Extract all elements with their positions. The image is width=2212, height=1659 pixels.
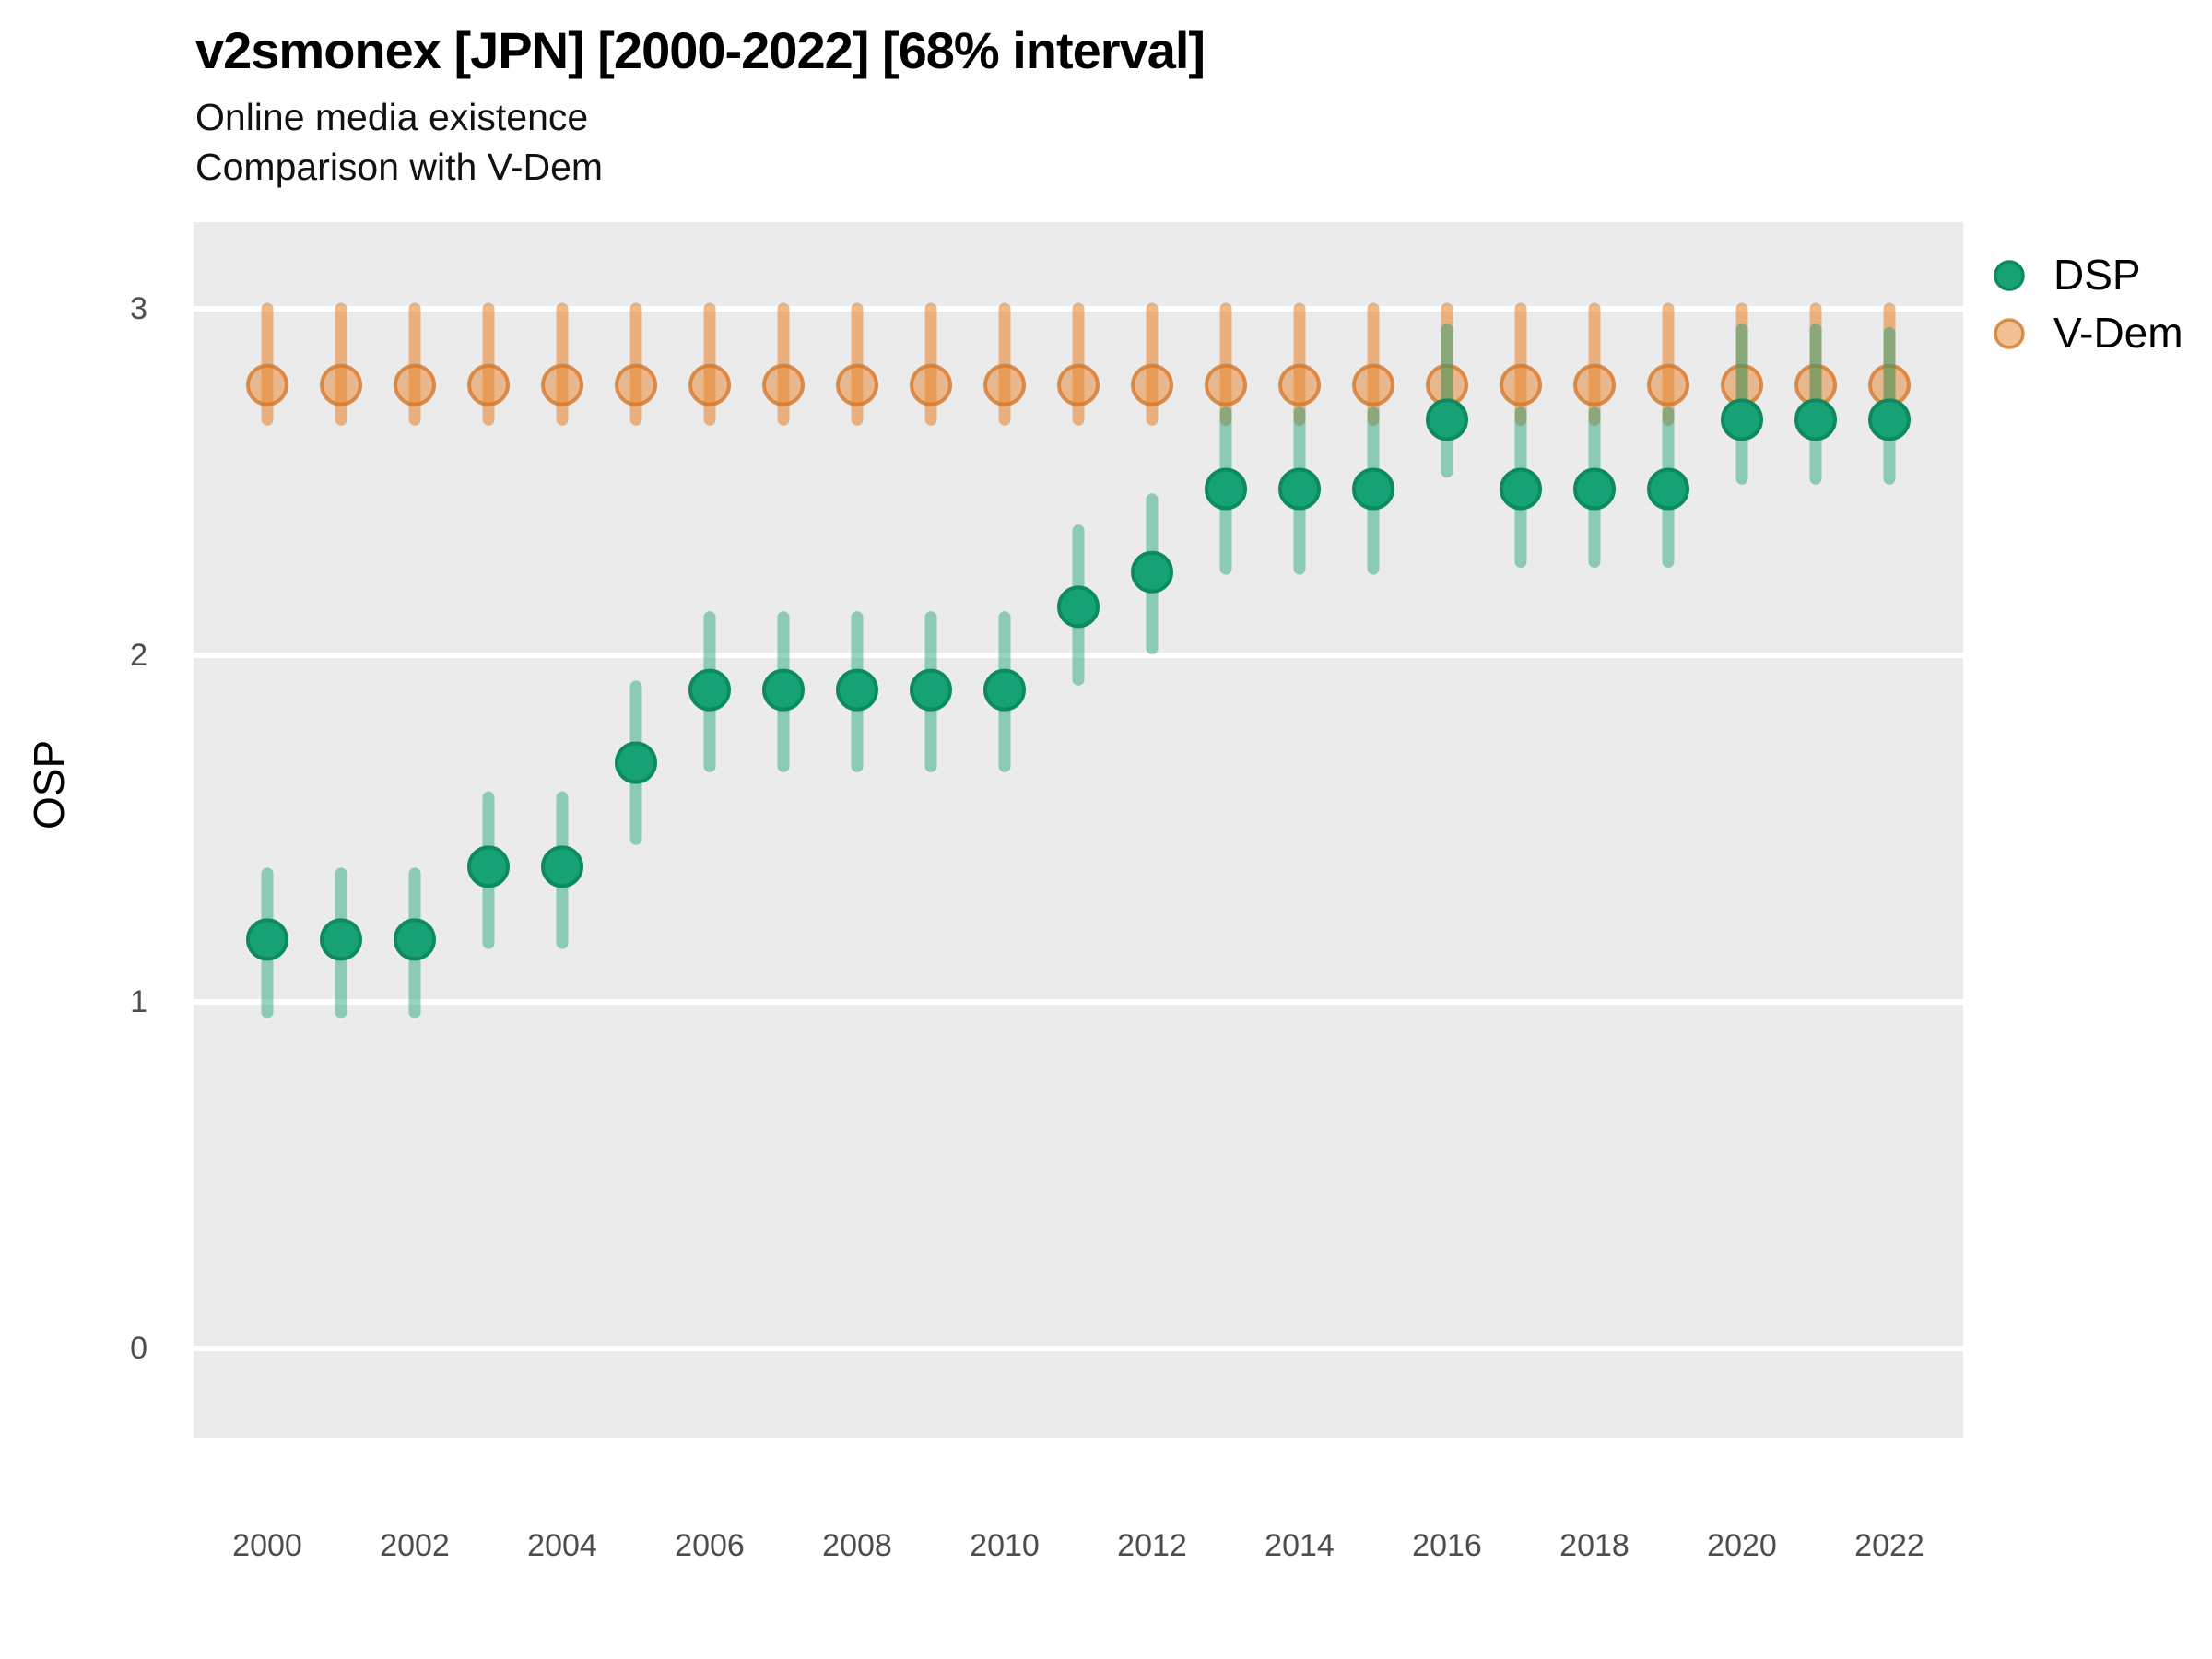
dsp-point-2015 xyxy=(1352,467,1394,511)
vdem-point-2011 xyxy=(1057,363,1100,406)
dsp-point-2014 xyxy=(1278,467,1321,511)
dsp-point-2019 xyxy=(1647,467,1689,511)
dsp-point-2005 xyxy=(615,741,657,784)
dsp-point-2007 xyxy=(762,668,805,712)
dsp-point-2006 xyxy=(688,668,731,712)
x-tick-label-2014: 2014 xyxy=(1265,1528,1335,1563)
x-tick-label-2018: 2018 xyxy=(1559,1528,1630,1563)
vdem-point-2006 xyxy=(688,363,731,406)
vdem-point-2005 xyxy=(615,363,657,406)
dsp-point-2013 xyxy=(1205,467,1247,511)
dsp-point-2002 xyxy=(394,918,436,961)
x-tick-label-2008: 2008 xyxy=(822,1528,892,1563)
legend-label-dsp: DSP xyxy=(2053,250,2141,299)
dsp-point-2001 xyxy=(320,918,362,961)
vdem-point-2008 xyxy=(836,363,878,406)
legend-label-vdem: V-Dem xyxy=(2053,308,2183,357)
vdem-point-2009 xyxy=(910,363,952,406)
x-tick-label-2002: 2002 xyxy=(380,1528,450,1563)
y-tick-label-3: 3 xyxy=(130,291,147,326)
vdem-point-2004 xyxy=(541,363,583,406)
dsp-point-2000 xyxy=(246,918,288,961)
legend-marker-dsp-icon xyxy=(1994,260,2025,291)
dsp-point-2011 xyxy=(1057,585,1100,629)
dsp-point-2020 xyxy=(1721,398,1763,441)
vdem-point-2012 xyxy=(1131,363,1173,406)
y-tick-label-1: 1 xyxy=(130,984,147,1019)
dsp-point-2009 xyxy=(910,668,952,712)
chart-subtitle-2: Comparison with V-Dem xyxy=(195,146,604,188)
x-tick-label-2006: 2006 xyxy=(675,1528,745,1563)
dsp-point-2017 xyxy=(1500,467,1542,511)
vdem-point-2019 xyxy=(1647,363,1689,406)
vdem-point-2017 xyxy=(1500,363,1542,406)
dsp-point-2018 xyxy=(1573,467,1616,511)
vdem-point-2007 xyxy=(762,363,805,406)
vdem-point-2014 xyxy=(1278,363,1321,406)
dsp-point-2004 xyxy=(541,845,583,888)
y-tick-label-0: 0 xyxy=(130,1331,147,1366)
vdem-point-2001 xyxy=(320,363,362,406)
vdem-point-2002 xyxy=(394,363,436,406)
y-tick-label-2: 2 xyxy=(130,638,147,673)
x-tick-label-2022: 2022 xyxy=(1854,1528,1924,1563)
x-tick-label-2012: 2012 xyxy=(1117,1528,1187,1563)
vdem-point-2015 xyxy=(1352,363,1394,406)
legend-marker-vdem-icon xyxy=(1994,318,2025,349)
vdem-point-2018 xyxy=(1573,363,1616,406)
x-tick-label-2020: 2020 xyxy=(1707,1528,1777,1563)
dsp-point-2022 xyxy=(1868,398,1911,441)
x-tick-label-2004: 2004 xyxy=(527,1528,597,1563)
dsp-point-2008 xyxy=(836,668,878,712)
x-tick-label-2000: 2000 xyxy=(232,1528,302,1563)
vdem-point-2010 xyxy=(983,363,1026,406)
vdem-point-2013 xyxy=(1205,363,1247,406)
x-tick-label-2010: 2010 xyxy=(970,1528,1040,1563)
dsp-point-2021 xyxy=(1794,398,1837,441)
dsp-point-2016 xyxy=(1426,398,1468,441)
vdem-point-2003 xyxy=(467,363,510,406)
dsp-point-2003 xyxy=(467,845,510,888)
x-tick-label-2016: 2016 xyxy=(1412,1528,1482,1563)
vdem-point-2000 xyxy=(246,363,288,406)
dsp-point-2010 xyxy=(983,668,1026,712)
chart-subtitle: Online media existence xyxy=(195,96,589,138)
chart-title: v2smonex [JPN] [2000-2022] [68% interval… xyxy=(195,21,1206,79)
dsp-point-2012 xyxy=(1131,550,1173,594)
